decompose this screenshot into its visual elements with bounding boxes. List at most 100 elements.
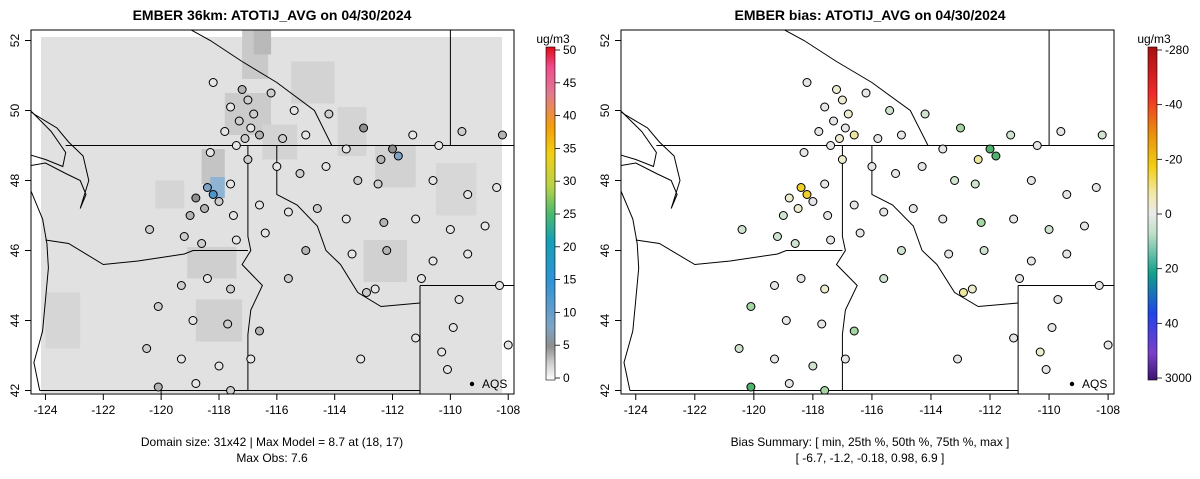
colorbar-gradient [1147, 46, 1158, 381]
aqs-station-point [246, 354, 256, 364]
aqs-marker-icon [469, 381, 475, 387]
aqs-station-point [1015, 274, 1025, 283]
chart-title: EMBER bias: ATOTIJ_AVG on 04/30/2024 [734, 7, 1005, 23]
y-tick-label: 52 [8, 34, 22, 48]
aqs-station-point [784, 379, 794, 388]
aqs-station-point [991, 151, 1001, 161]
aqs-station-point [249, 109, 259, 119]
aqs-station-point [283, 274, 293, 283]
aqs-station-point [266, 88, 276, 98]
y-tick-label: 46 [8, 244, 22, 258]
model-map-panel: EMBER 36km: ATOTIJ_AVG on 04/30/2024 -12… [8, 7, 577, 465]
aqs-station-point [967, 284, 977, 294]
aqs-station-point [260, 228, 270, 238]
y-tick-label: 48 [598, 174, 612, 188]
aqs-station-point [437, 347, 447, 357]
aqs-legend: AQS [469, 377, 507, 391]
aqs-station-point [793, 204, 803, 213]
aqs-station-point [226, 386, 236, 394]
aqs-station-point [272, 162, 282, 171]
aqs-station-point [503, 340, 513, 350]
state-boundary-line [835, 145, 858, 391]
caption-line-2: [ -6.7, -1.2, -0.18, 0.98, 6.9 ] [796, 451, 945, 465]
aqs-station-point [879, 207, 889, 217]
state-boundary-line [783, 30, 929, 146]
aqs-station-point [837, 95, 847, 105]
aqs-station-point [1056, 127, 1066, 136]
plot-frame [30, 29, 515, 395]
y-tick-label: 42 [598, 384, 612, 398]
aqs-station-point [1009, 214, 1019, 224]
aqs-station-point [976, 218, 986, 227]
aqs-station-point [202, 183, 212, 192]
colorbar-unit: ug/m3 [1137, 32, 1171, 46]
aqs-station-point [1097, 130, 1107, 140]
aqs-station-point [772, 232, 782, 241]
coastline [31, 110, 90, 391]
legend-label: AQS [482, 377, 507, 391]
aqs-station-point [185, 211, 195, 220]
caption-line-2: Max Obs: 7.6 [236, 451, 308, 465]
aqs-station-point [908, 204, 918, 213]
aqs-station-point [1103, 340, 1113, 350]
aqs-station-point [411, 333, 421, 343]
aqs-station-point [200, 204, 210, 213]
aqs-station-point [849, 326, 859, 336]
aqs-station-point [737, 225, 747, 234]
aqs-station-point [214, 361, 224, 371]
state-boundary-line [276, 145, 421, 308]
aqs-station-point [495, 281, 505, 290]
aqs-station-point [188, 316, 198, 325]
aqs-station-point [938, 214, 948, 224]
aqs-station-point [1044, 225, 1054, 234]
aqs-station-point [1053, 295, 1063, 304]
aqs-station-point [1041, 365, 1051, 374]
aqs-station-point [359, 123, 369, 133]
aqs-station-point [142, 344, 152, 353]
aqs-station-point [873, 134, 883, 143]
aqs-station-point [445, 225, 455, 234]
aqs-station-point [388, 144, 398, 154]
aqs-station-point [820, 179, 830, 189]
aqs-station-point [353, 176, 363, 185]
aqs-station-point [790, 239, 800, 248]
aqs-station-point [223, 319, 233, 329]
aqs-station-point [879, 274, 889, 283]
aqs-station-point [802, 190, 812, 199]
aqs-station-point [356, 354, 366, 364]
aqs-station-point [784, 193, 794, 203]
aqs-station-point [820, 102, 830, 112]
aqs-station-point [434, 141, 444, 150]
aqs-station-point [985, 144, 995, 154]
x-tick-label: -108 [496, 403, 520, 417]
aqs-station-point [295, 169, 305, 178]
aqs-station-point [885, 106, 895, 115]
state-boundaries [621, 30, 1114, 394]
y-tick-label: 42 [8, 384, 22, 398]
y-tick-label: 50 [8, 104, 22, 118]
colorbar-ticks: 3000 40 20 0 -20 -40 -280 [1157, 43, 1192, 385]
aqs-station-point [799, 148, 809, 157]
aqs-station-point [1006, 130, 1016, 140]
aqs-station-point [448, 323, 458, 332]
aqs-station-point [826, 141, 836, 150]
station-points [734, 78, 1113, 394]
colorbar-tick-label: 20 [1165, 262, 1179, 276]
map-area [621, 30, 1114, 394]
aqs-station-point [837, 155, 847, 164]
state-boundary-line [635, 239, 843, 266]
aqs-station-point [191, 193, 201, 203]
model-grid-cell [435, 163, 477, 216]
map-background [621, 30, 1114, 394]
aqs-station-point [1032, 141, 1042, 150]
aqs-station-point [1062, 249, 1072, 259]
aqs-station-point [321, 162, 331, 171]
aqs-station-point [176, 354, 186, 364]
aqs-station-point [896, 246, 906, 255]
aqs-station-point [920, 109, 930, 119]
x-tick-label: -124 [624, 403, 648, 417]
legend-label: AQS [1082, 377, 1107, 391]
aqs-station-point [324, 109, 334, 119]
aqs-station-point [361, 288, 371, 297]
aqs-station-point [938, 144, 948, 154]
